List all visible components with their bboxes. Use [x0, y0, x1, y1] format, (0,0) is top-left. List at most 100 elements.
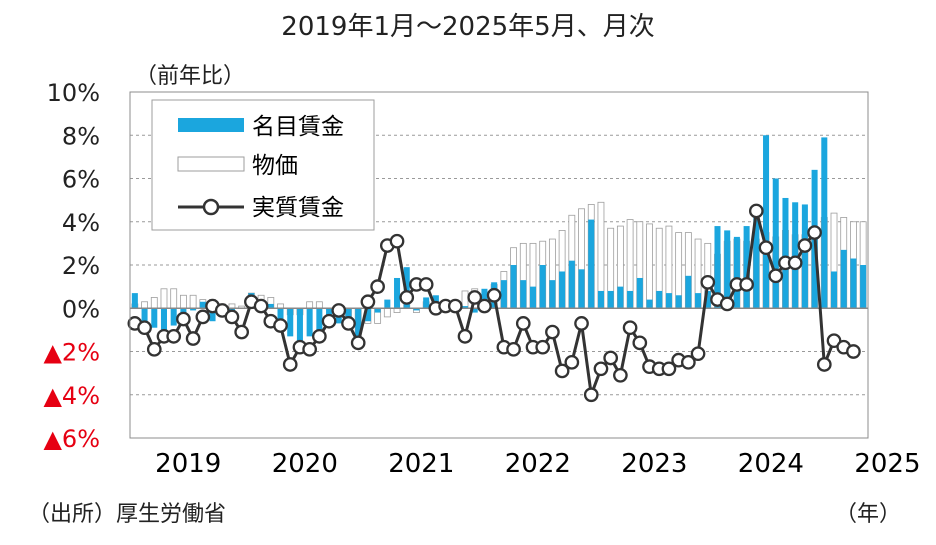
real-wage-line — [127, 203, 861, 403]
real-wage-point — [758, 240, 774, 256]
y-tick-label: ▲2% — [43, 339, 100, 367]
real-wage-point — [574, 316, 589, 331]
nominal-wage-bar — [559, 271, 566, 309]
nominal-wage-bar — [733, 236, 740, 309]
nominal-wage-bar — [170, 308, 177, 326]
price-bar — [306, 301, 314, 309]
nominal-wage-bar — [792, 202, 799, 309]
nominal-wage-bar — [471, 308, 478, 313]
real-wage-point — [185, 331, 201, 346]
nominal-wage-bar — [228, 308, 235, 311]
nominal-wage-bar — [462, 306, 469, 309]
x-tick-label: 2020 — [272, 449, 338, 479]
real-wage-point — [467, 290, 483, 305]
real-wage-point — [846, 344, 861, 359]
x-tick-label: 2023 — [621, 449, 687, 479]
x-tick-label: 2025 — [854, 449, 920, 479]
real-wage-point — [506, 341, 521, 357]
nominal-wage-bar — [743, 226, 750, 309]
nominal-wage-bar — [510, 265, 517, 309]
real-wage-point — [535, 339, 551, 355]
nominal-wage-bar — [772, 178, 779, 309]
real-wage-point — [224, 309, 240, 325]
nominal-wage-bar — [578, 269, 585, 309]
price-bar — [179, 294, 187, 309]
real-wage-point — [632, 335, 648, 351]
nominal-wage-bar — [160, 308, 167, 337]
nominal-wage-bar — [199, 301, 206, 309]
y-tick-label: ▲4% — [43, 382, 100, 410]
y-axis: 10% 8% 6% 4% 2% 0% ▲2% ▲4% ▲6% — [43, 79, 100, 453]
real-wage-point — [477, 298, 492, 314]
y-tick-label: 6% — [62, 166, 100, 194]
y-tick-label: 10% — [47, 79, 100, 107]
nominal-wage-bar — [665, 293, 672, 309]
real-wage-point — [661, 361, 677, 377]
real-wage-point — [399, 290, 415, 305]
x-tick-label: 2022 — [505, 449, 571, 479]
legend-label-nominal: 名目賃金 — [252, 114, 344, 140]
legend: 名目賃金 物価 実質賃金 — [151, 99, 375, 231]
price-bar — [170, 288, 178, 309]
legend-swatch-nominal — [178, 118, 244, 132]
real-wage-point — [166, 329, 182, 344]
y-tick-label: ▲6% — [43, 425, 100, 453]
nominal-wage-bar — [131, 293, 138, 309]
y-tick-label: 4% — [62, 209, 100, 237]
price-bar — [150, 297, 158, 309]
nominal-wage-bar — [714, 226, 721, 309]
nominal-wage-bar — [597, 290, 604, 309]
real-wage-point — [719, 296, 735, 312]
nominal-wage-bar — [209, 308, 216, 322]
legend-swatch-price — [177, 156, 245, 172]
x-tick-label: 2024 — [738, 449, 804, 479]
nominal-wage-bar — [685, 275, 692, 309]
nominal-wage-bar — [306, 308, 313, 337]
source-note: （出所）厚生労働省 — [28, 502, 227, 527]
real-wage-point — [593, 361, 609, 377]
x-tick-label: 2019 — [155, 449, 221, 479]
price-bar — [189, 294, 197, 309]
nominal-wage-bar — [277, 308, 284, 320]
real-wage-point — [418, 277, 434, 292]
nominal-wage-bar — [656, 290, 663, 309]
price-bar — [160, 288, 168, 309]
legend-marker-real — [202, 198, 220, 216]
real-wage-point — [176, 311, 191, 327]
nominal-wage-bar — [549, 280, 556, 309]
nominal-wage-bar — [607, 290, 614, 309]
price-bar — [141, 301, 148, 309]
y-tick-label: 2% — [62, 252, 100, 280]
y-unit-label: （前年比） — [135, 64, 246, 89]
nominal-wage-bar — [617, 286, 624, 309]
x-tick-label: 2021 — [388, 449, 454, 479]
real-wage-point — [389, 233, 405, 249]
nominal-wage-bar — [646, 299, 653, 309]
x-axis: 2019 2020 2021 2022 2023 2024 2025 — [155, 449, 920, 479]
nominal-wage-bar — [627, 290, 634, 309]
nominal-wage-bar — [190, 308, 197, 311]
real-wage-point — [321, 313, 337, 329]
real-wage-point — [545, 324, 560, 340]
nominal-wage-bar — [724, 230, 731, 309]
nominal-wage-bar — [753, 215, 760, 309]
price-bar — [315, 301, 323, 309]
nominal-wage-bar — [704, 290, 711, 309]
nominal-wage-bar — [860, 265, 867, 309]
real-wage-point — [564, 354, 580, 370]
real-wage-point — [554, 363, 570, 379]
bars — [131, 135, 867, 354]
nominal-wage-bar — [151, 308, 158, 328]
real-wage-point — [146, 341, 162, 357]
x-unit-label: （年） — [835, 502, 902, 527]
real-wage-point — [341, 316, 356, 331]
legend-label-real: 実質賃金 — [252, 195, 344, 221]
nominal-wage-bar — [316, 308, 323, 333]
real-wage-point — [622, 320, 638, 336]
price-bar — [461, 290, 469, 309]
real-wage-point — [690, 346, 706, 362]
nominal-wage-bar — [141, 308, 148, 326]
real-wage-point — [350, 335, 366, 351]
real-wage-point — [739, 277, 754, 292]
